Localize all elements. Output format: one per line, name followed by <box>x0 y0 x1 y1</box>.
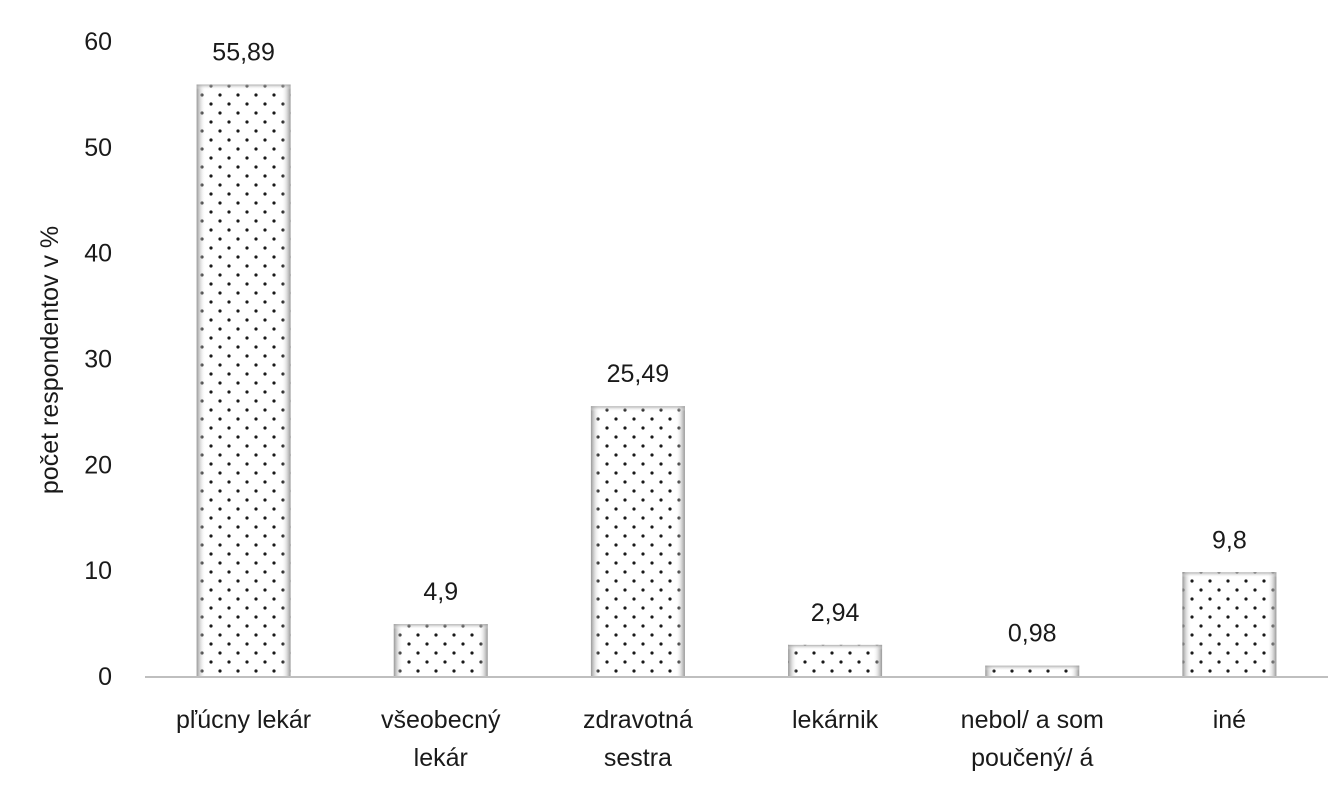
bar <box>1182 572 1277 676</box>
bar-edge-shade <box>1182 572 1277 578</box>
bar-edge-shade <box>1070 665 1080 676</box>
bar-edge-shade <box>478 624 488 676</box>
bar-edge-shade <box>788 644 883 650</box>
bar-edge-shade <box>393 624 403 676</box>
data-labels: 55,89 4,9 25,49 2,94 0,98 9,8 <box>212 38 1246 647</box>
bar-edge-shade <box>281 84 291 676</box>
bar-edge-shade <box>985 665 1080 671</box>
bar-fill <box>985 665 1080 676</box>
x-axis-ticks: pľúcny lekár všeobecný lekár zdravotná sestr… <box>176 706 1246 772</box>
bar-edge-shade <box>873 644 883 676</box>
bar-edge-shade <box>590 406 600 676</box>
y-axis-ticks: 0 10 20 30 40 50 60 <box>84 28 112 691</box>
bar-edge-shade <box>590 406 685 412</box>
x-tick-label: všeobecný lekár <box>381 706 501 772</box>
x-tick-label: nebol/ a som poučený/ á <box>961 706 1104 772</box>
y-tick-label: 30 <box>84 346 112 374</box>
x-tick-label: iné <box>1213 706 1246 734</box>
bars <box>196 84 1277 676</box>
data-label: 25,49 <box>607 360 670 388</box>
bar <box>196 84 291 676</box>
bar <box>788 644 883 676</box>
bar-edge-shade <box>196 84 206 676</box>
bar-edge-shade <box>788 644 798 676</box>
y-axis-label: počet respondentov v % <box>36 226 64 494</box>
data-label: 9,8 <box>1212 526 1247 554</box>
bar <box>985 665 1080 676</box>
y-tick-label: 10 <box>84 557 112 585</box>
data-label: 0,98 <box>1008 620 1057 648</box>
bar-edge-shade <box>1182 572 1192 676</box>
bar-fill <box>788 644 883 676</box>
bar <box>590 406 685 676</box>
bar-edge-shade <box>1267 572 1277 676</box>
x-tick-label: pľúcny lekár <box>176 706 311 734</box>
data-label: 55,89 <box>212 38 275 66</box>
bar <box>393 624 488 676</box>
y-tick-label: 20 <box>84 451 112 479</box>
bar-edge-shade <box>196 84 291 90</box>
x-tick-label: lekárnik <box>792 706 879 734</box>
bar-edge-shade <box>393 624 488 630</box>
y-tick-label: 0 <box>98 663 112 691</box>
data-label: 4,9 <box>423 578 458 606</box>
bar-edge-shade <box>985 665 995 676</box>
bar-fill <box>393 624 488 676</box>
y-tick-label: 60 <box>84 28 112 56</box>
y-tick-label: 50 <box>84 134 112 162</box>
y-tick-label: 40 <box>84 240 112 268</box>
bar-edge-shade <box>675 406 685 676</box>
x-tick-label: zdravotná sestra <box>583 706 693 772</box>
bar-fill <box>196 84 291 676</box>
data-label: 2,94 <box>811 599 860 627</box>
bar-fill <box>1182 572 1277 676</box>
bar-fill <box>590 406 685 676</box>
